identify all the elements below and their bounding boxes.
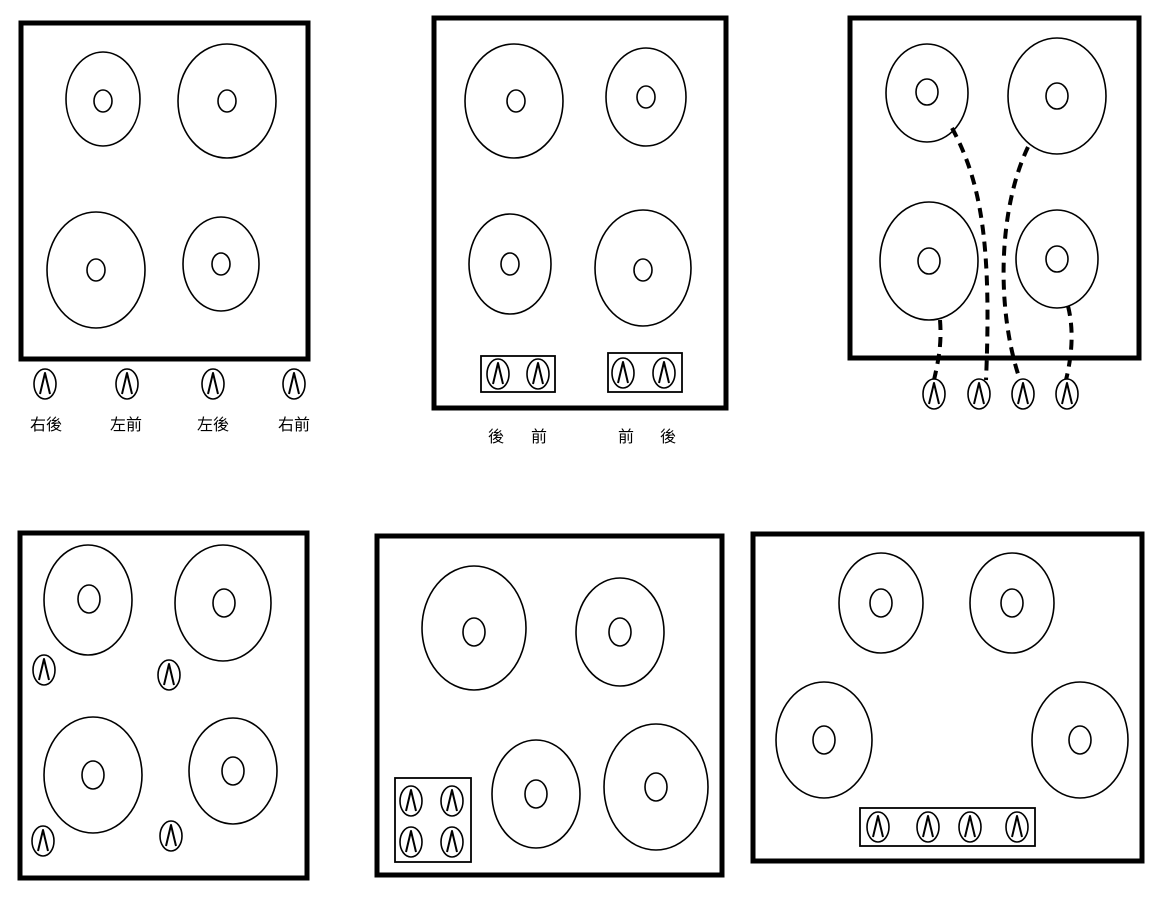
burner-middle-left	[775, 681, 873, 799]
burner-rear-right	[605, 47, 687, 147]
burner-rear-left	[43, 544, 133, 656]
control-knob-icon[interactable]	[33, 368, 57, 400]
burner-front-left	[468, 213, 552, 315]
knob-label-rear-left: 左後	[197, 415, 229, 434]
control-panel	[394, 777, 472, 863]
burner-front-right	[1015, 209, 1099, 309]
burner-rear-right	[177, 43, 277, 159]
control-knob-icon[interactable]	[958, 811, 982, 843]
control-knob-icon[interactable]	[440, 785, 464, 817]
cooktop-outline	[17, 530, 310, 881]
burner-rear-left	[838, 552, 924, 654]
knob-label-front-left: 左前	[110, 415, 142, 434]
control-panel	[859, 807, 1036, 847]
burner-rear-left	[65, 51, 141, 147]
control-knob-icon[interactable]	[440, 826, 464, 858]
burner-rear-right	[1007, 37, 1107, 155]
control-panel-right	[607, 352, 683, 393]
knob-label-front: 前	[531, 427, 547, 446]
control-knob-icon[interactable]	[1005, 811, 1029, 843]
cooktop-diagram-5	[374, 533, 725, 878]
knob-label-rear: 後	[488, 427, 504, 446]
cooktop-outline	[374, 533, 725, 878]
burner-front-right	[182, 216, 260, 312]
control-knob-icon[interactable]	[967, 378, 991, 410]
control-knob-icon[interactable]	[1055, 378, 1079, 410]
burner-rear-left	[464, 43, 564, 159]
cooktop-outline	[847, 15, 1142, 361]
control-knob-icon[interactable]	[115, 368, 139, 400]
control-knob-icon[interactable]	[157, 659, 181, 691]
burner-front-left	[46, 211, 146, 329]
cooktop-diagram-3	[847, 15, 1142, 410]
burner-front-right	[188, 717, 278, 825]
control-knob-icon[interactable]	[201, 368, 225, 400]
burner-front-right	[603, 723, 709, 851]
cooktop-diagram-4	[17, 530, 310, 881]
cooktop-outline	[750, 531, 1145, 864]
knob-connection-line	[932, 319, 943, 381]
control-knob-icon[interactable]	[32, 654, 56, 686]
control-knob-icon[interactable]	[916, 811, 940, 843]
control-knob-icon[interactable]	[866, 811, 890, 843]
knob-connection-line	[950, 127, 990, 381]
knob-label-front-right: 右前	[278, 415, 310, 434]
control-knob-icon[interactable]	[31, 825, 55, 857]
control-knob-icon[interactable]	[399, 826, 423, 858]
knob-label-rear-right: 右後	[30, 415, 62, 434]
burner-rear-right	[575, 577, 665, 687]
control-knob-icon[interactable]	[611, 357, 635, 389]
control-knob-icon[interactable]	[159, 820, 183, 852]
control-knob-icon[interactable]	[652, 357, 676, 389]
burner-front-right	[594, 209, 692, 327]
burner-rear-left	[885, 43, 969, 143]
cooktop-diagram-6	[750, 531, 1145, 864]
knob-connection-line	[1064, 305, 1074, 381]
cooktop-diagram-1: 右後 左前 左後 右前	[18, 20, 311, 434]
control-knob-icon[interactable]	[922, 378, 946, 410]
cooktop-outline	[431, 15, 729, 411]
control-knob-icon[interactable]	[282, 368, 306, 400]
burner-rear-right	[969, 552, 1055, 654]
cooktop-diagram-2: 後 前 前 後	[431, 15, 729, 446]
knob-label-rear: 後	[660, 427, 676, 446]
control-knob-icon[interactable]	[1011, 378, 1035, 410]
burner-front-left	[879, 201, 979, 321]
burner-rear-right	[174, 544, 272, 662]
control-panel-left	[480, 355, 556, 393]
control-knob-icon[interactable]	[399, 785, 423, 817]
burner-front-left	[43, 716, 143, 834]
burner-middle-right	[1031, 681, 1129, 799]
control-knob-icon[interactable]	[486, 358, 510, 390]
burner-front-middle	[491, 739, 581, 849]
knob-connection-line	[1001, 146, 1030, 381]
knob-label-front: 前	[618, 427, 634, 446]
cooktop-outline	[18, 20, 311, 362]
control-knob-icon[interactable]	[526, 358, 550, 390]
burner-rear-left	[421, 565, 527, 691]
